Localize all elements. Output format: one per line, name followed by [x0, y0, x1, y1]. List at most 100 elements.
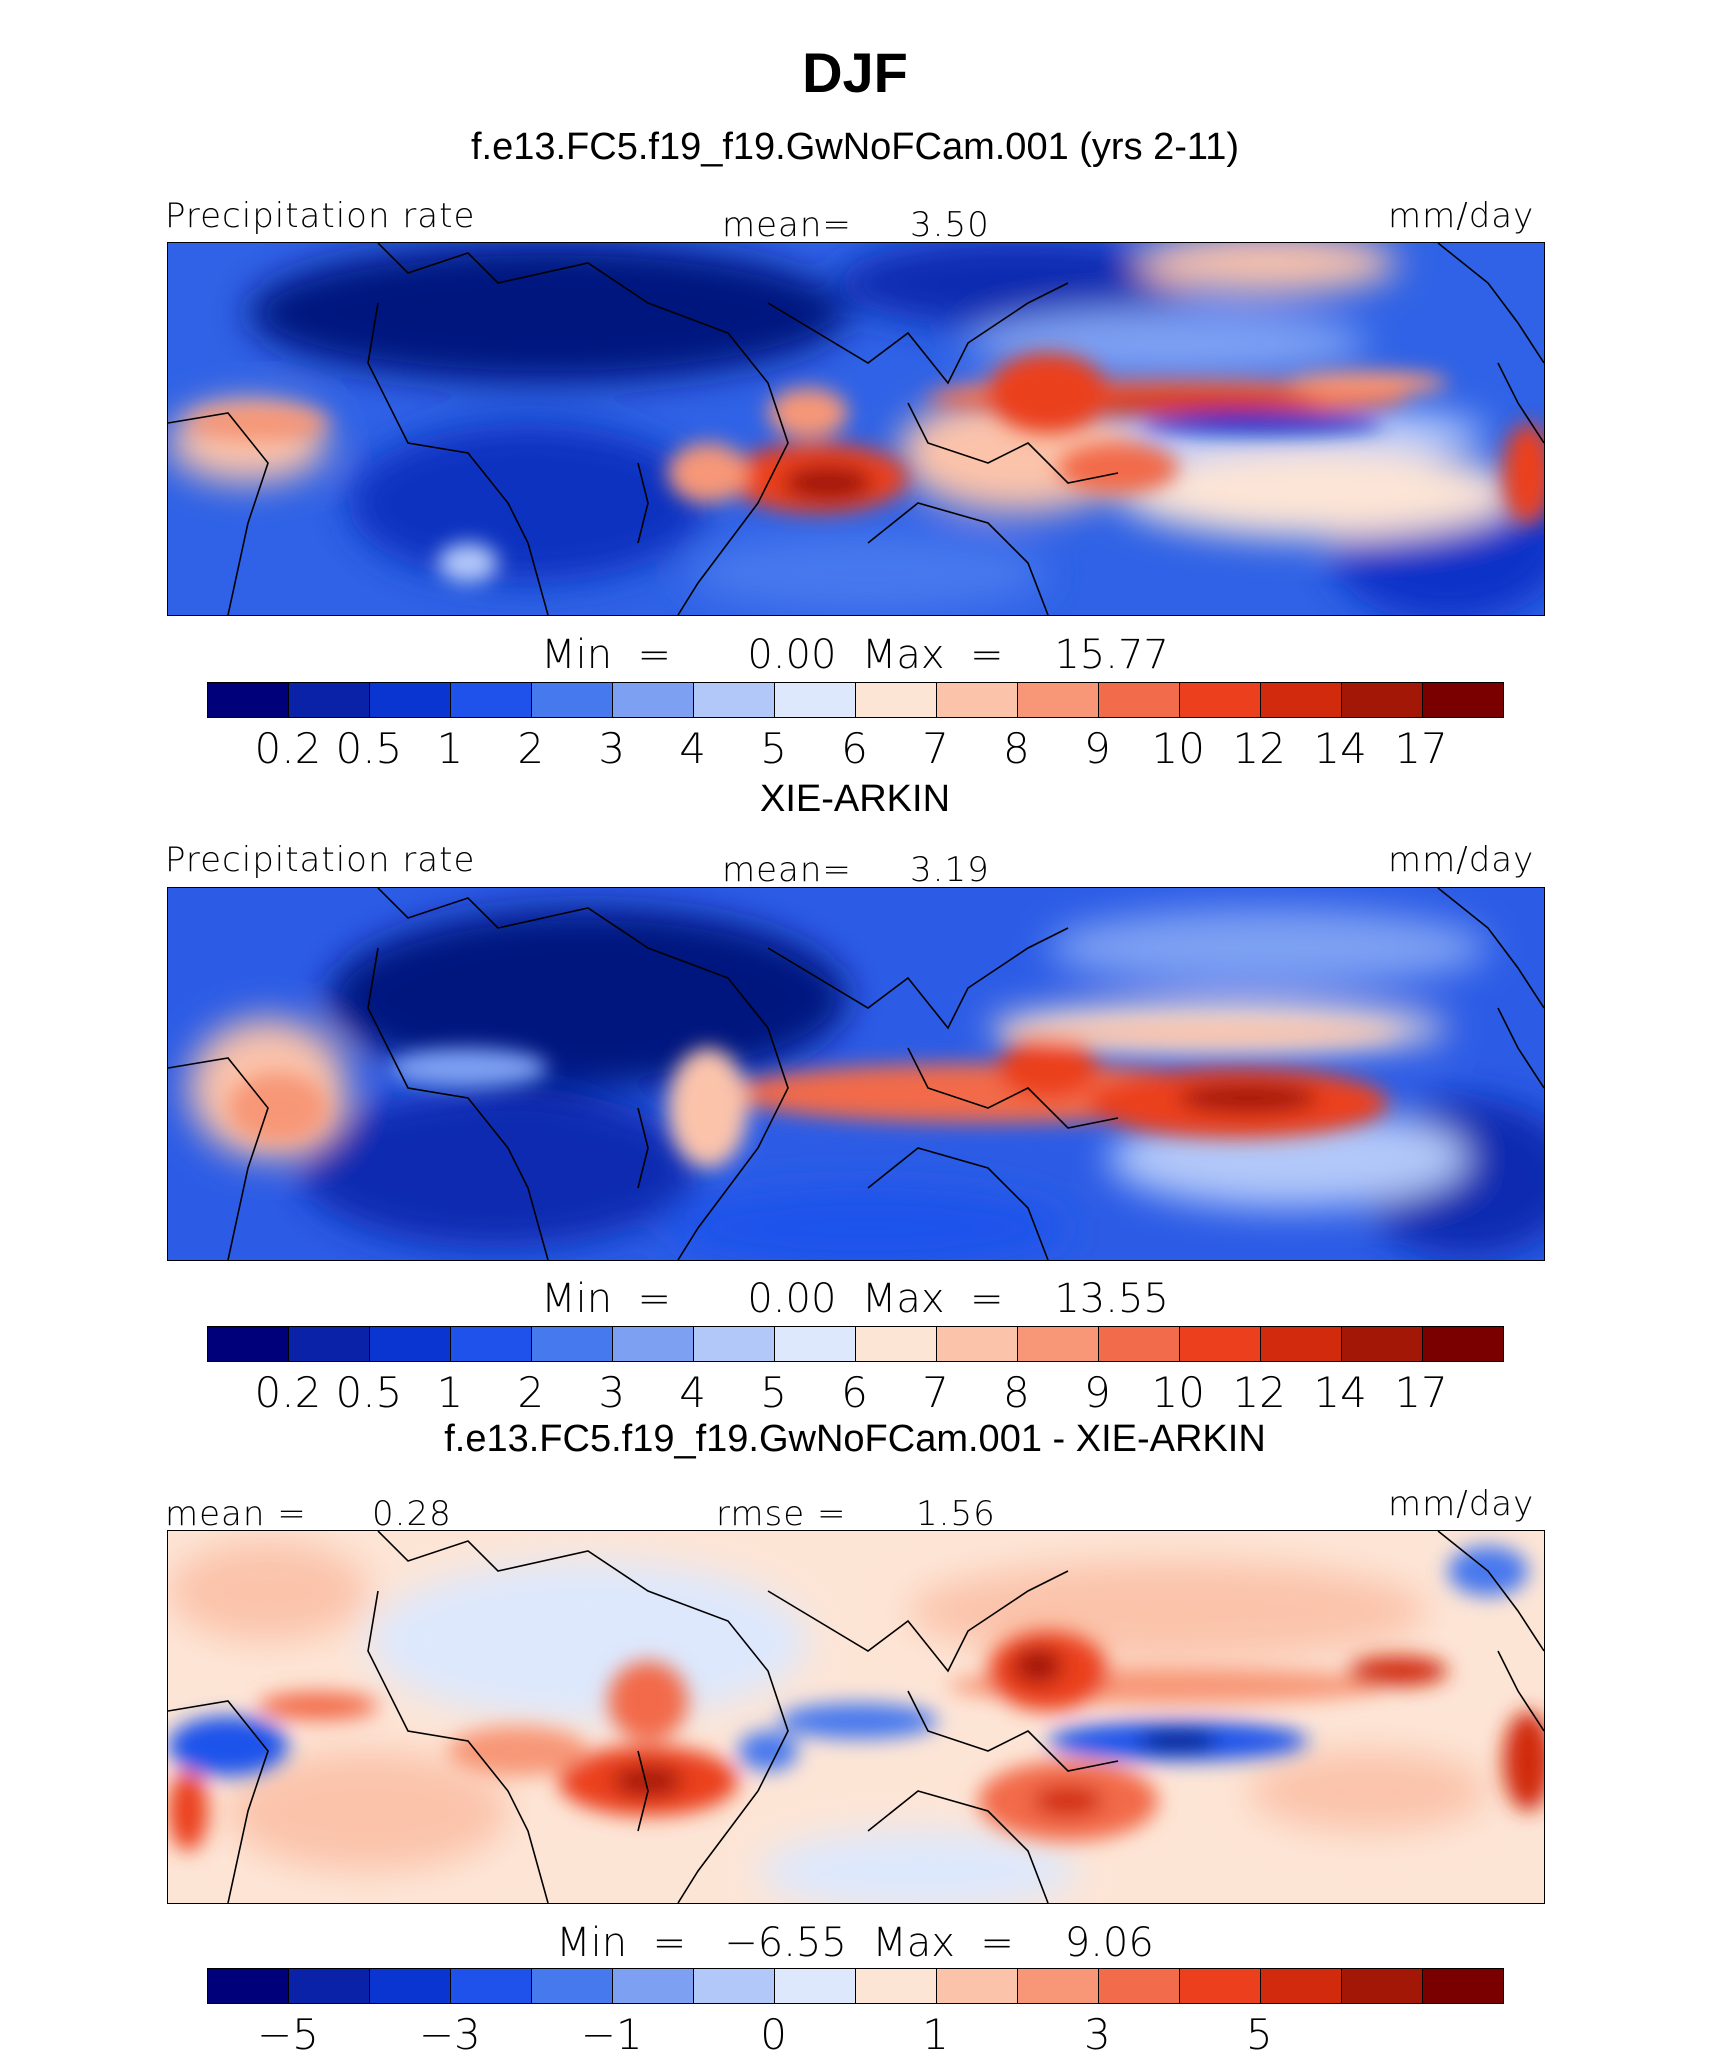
colorbar-tick-label: 14	[1313, 1368, 1367, 1417]
figure-title: DJF	[802, 41, 908, 104]
colorbar-tick-label: 0.2	[254, 724, 322, 773]
colorbar-tick-label: 3	[598, 724, 626, 773]
panel2-mean-value: 3.19	[910, 850, 990, 890]
colorbar-swatch	[370, 1327, 451, 1361]
colorbar-swatch	[937, 1327, 1018, 1361]
colorbar-tick-label: 5	[760, 1368, 787, 1417]
colorbar-swatch	[694, 1969, 775, 2003]
colorbar-swatch	[1180, 1969, 1261, 2003]
panel2-colorbar	[207, 1326, 1504, 1362]
colorbar-swatch	[289, 1969, 370, 2003]
colorbar-swatch	[775, 1969, 856, 2003]
colorbar-swatch	[1180, 683, 1261, 717]
colorbar-swatch	[613, 1969, 694, 2003]
colorbar-tick-label: 1	[436, 724, 464, 773]
panel2-contour-field	[168, 888, 1544, 1260]
colorbar-tick-label: 17	[1394, 724, 1448, 773]
colorbar-tick-label: 1	[922, 2010, 949, 2059]
colorbar-swatch	[532, 1969, 613, 2003]
panel2-minmax: Min = 0.00 Max = 13.55	[541, 1276, 1169, 1322]
colorbar-tick-label: 17	[1394, 1368, 1448, 1417]
panel2-variable-label: Precipitation rate	[165, 840, 476, 880]
colorbar-swatch	[1342, 1969, 1423, 2003]
colorbar-swatch	[208, 1969, 289, 2003]
colorbar-tick-label: 2	[517, 724, 545, 773]
colorbar-swatch	[532, 1327, 613, 1361]
colorbar-swatch	[289, 683, 370, 717]
colorbar-swatch	[775, 1327, 856, 1361]
colorbar-tick-label: 9	[1083, 724, 1111, 773]
colorbar-swatch	[1018, 1327, 1099, 1361]
colorbar-tick-label: 8	[1003, 724, 1030, 773]
colorbar-tick-label: 10	[1151, 724, 1205, 773]
panel3-subtitle: f.e13.FC5.f19_f19.GwNoFCam.001 - XIE-ARK…	[444, 1418, 1266, 1460]
panel1-mean-value: 3.50	[910, 205, 990, 245]
colorbar-tick-label: 2	[517, 1368, 545, 1417]
colorbar-tick-label: 8	[1003, 1368, 1030, 1417]
panel3-max-label: Max	[872, 1920, 955, 1966]
colorbar-tick-label: −1	[580, 2010, 643, 2059]
colorbar-tick-label: 5	[760, 724, 787, 773]
panel3-mean-value: 0.28	[372, 1494, 452, 1534]
colorbar-swatch	[613, 1327, 694, 1361]
colorbar-swatch	[451, 1969, 532, 2003]
colorbar-tick-label: 3	[598, 1368, 626, 1417]
colorbar-swatch	[1099, 1327, 1180, 1361]
panel3-mean-label: mean =	[165, 1494, 307, 1534]
panel1-map	[167, 242, 1545, 616]
colorbar-swatch	[694, 683, 775, 717]
colorbar-swatch	[856, 1969, 937, 2003]
colorbar-swatch	[1423, 1327, 1503, 1361]
panel3-min-label: Min	[556, 1920, 628, 1966]
panel1-min-value: 0.00	[747, 632, 837, 678]
colorbar-tick-label: 0.5	[335, 1368, 403, 1417]
colorbar-swatch	[370, 683, 451, 717]
colorbar-swatch	[1261, 683, 1342, 717]
panel1-minmax: Min = 0.00 Max = 15.77	[541, 632, 1169, 678]
panel3-contour-field	[168, 1531, 1544, 1903]
panel3-units: mm/day	[1388, 1484, 1535, 1524]
colorbar-tick-label: 14	[1313, 724, 1367, 773]
colorbar-tick-label: 0	[760, 2010, 787, 2059]
colorbar-swatch	[451, 1327, 532, 1361]
colorbar-tick-label: 7	[922, 1368, 949, 1417]
panel1-max-label: Max	[861, 632, 945, 678]
panel2-mean-label: mean=	[722, 850, 852, 890]
colorbar-tick-label: 0.2	[254, 1368, 322, 1417]
panel2-units: mm/day	[1388, 840, 1535, 880]
panel2-max-value: 13.55	[1054, 1276, 1169, 1322]
colorbar-tick-label: 5	[1245, 2010, 1273, 2059]
panel2-map	[167, 887, 1545, 1261]
colorbar-tick-label: −3	[418, 2010, 481, 2059]
colorbar-swatch	[1423, 683, 1503, 717]
panel3-map	[167, 1530, 1545, 1904]
colorbar-swatch	[1261, 1327, 1342, 1361]
colorbar-swatch	[1342, 683, 1423, 717]
panel1-units: mm/day	[1388, 196, 1535, 236]
panel1-max-value: 15.77	[1054, 632, 1169, 678]
panel1-min-label: Min	[541, 632, 613, 678]
colorbar-swatch	[694, 1327, 775, 1361]
colorbar-swatch	[532, 683, 613, 717]
colorbar-swatch	[1099, 683, 1180, 717]
colorbar-swatch	[937, 1969, 1018, 2003]
colorbar-tick-label: 12	[1232, 724, 1286, 773]
panel2-min-value: 0.00	[747, 1276, 837, 1322]
panel3-min-value: −6.55	[724, 1920, 847, 1966]
panel1-mean-label: mean=	[722, 205, 852, 245]
colorbar-swatch	[451, 683, 532, 717]
colorbar-swatch	[1423, 1969, 1503, 2003]
colorbar-tick-label: 6	[841, 724, 868, 773]
colorbar-tick-label: 10	[1151, 1368, 1205, 1417]
colorbar-swatch	[370, 1969, 451, 2003]
panel3-minmax: Min = −6.55 Max = 9.06	[556, 1920, 1154, 1966]
colorbar-swatch	[208, 1327, 289, 1361]
colorbar-tick-label: 6	[841, 1368, 868, 1417]
colorbar-tick-label: 12	[1232, 1368, 1286, 1417]
panel2-subtitle: XIE-ARKIN	[759, 778, 951, 820]
colorbar-swatch	[1018, 1969, 1099, 2003]
colorbar-tick-label: −5	[256, 2010, 319, 2059]
colorbar-swatch	[1099, 1969, 1180, 2003]
panel2-max-label: Max	[861, 1276, 945, 1322]
colorbar-swatch	[775, 683, 856, 717]
